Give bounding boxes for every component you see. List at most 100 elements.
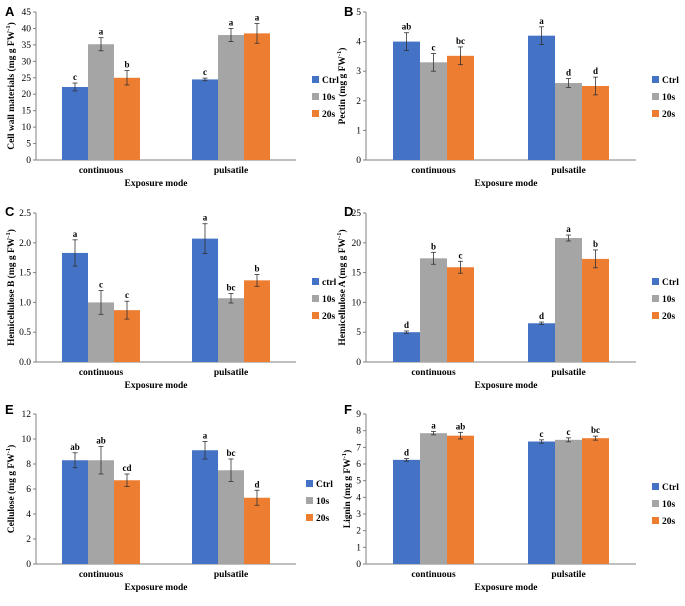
y-tick-label: 30	[22, 57, 32, 67]
bar-ctrl	[192, 238, 218, 362]
y-axis-title: Pectin (mg g FW-1)	[336, 48, 348, 125]
legend-label: ctrl	[322, 278, 337, 288]
y-axis-title: Lignin (mg g FW-1)	[341, 450, 353, 529]
legend-swatch	[312, 312, 319, 319]
legend-label: 10s	[662, 500, 676, 510]
bar-20s	[244, 280, 270, 362]
significance-label: a	[73, 229, 78, 239]
bar-20s	[114, 77, 140, 160]
y-tick-label: 0.0	[19, 358, 31, 368]
y-tick-label: 1.0	[19, 298, 31, 308]
y-tick-label: 0.5	[19, 328, 31, 338]
significance-label: d	[593, 66, 598, 76]
bar-ctrl	[393, 41, 420, 160]
bar-ctrl	[528, 441, 555, 564]
bar-20s	[447, 435, 474, 564]
category-label: continuous	[411, 368, 456, 378]
bar-10s	[88, 44, 114, 160]
panel-letter: B	[344, 4, 353, 19]
x-axis-title: Exposure mode	[125, 583, 188, 593]
y-tick-label: 4	[356, 493, 361, 503]
y-tick-label: 0	[26, 156, 31, 166]
legend-swatch	[306, 480, 313, 487]
y-tick-label: 3	[356, 510, 361, 520]
significance-label: c	[125, 290, 129, 300]
y-tick-label: 2	[356, 97, 361, 107]
category-label: pulsatile	[551, 570, 585, 580]
significance-label: b	[593, 239, 598, 249]
significance-label: b	[254, 263, 259, 273]
significance-label: c	[459, 250, 463, 260]
y-axis-title-sup: -1	[336, 233, 343, 238]
y-axis-title: Cell wall materials (mg g FW-1)	[5, 22, 17, 150]
legend-label: 20s	[322, 312, 336, 322]
panel-letter: A	[5, 4, 15, 19]
y-axis-title-end: )	[337, 48, 348, 51]
y-tick-label: 10	[22, 435, 32, 445]
y-axis-title-sup: -1	[336, 51, 343, 56]
bar-10s	[555, 83, 582, 160]
bar-ctrl	[192, 79, 218, 160]
bar-ctrl	[393, 459, 420, 564]
y-tick-label: 2.0	[19, 239, 31, 249]
bar-ctrl	[62, 252, 88, 362]
legend-swatch	[312, 93, 319, 100]
bar-ctrl	[528, 35, 555, 160]
y-tick-label: 10	[352, 298, 362, 308]
y-tick-label: 12	[22, 410, 32, 420]
bar-10s	[420, 433, 447, 564]
bar-20s	[244, 33, 270, 160]
category-label: pulsatile	[214, 570, 248, 580]
significance-label: ab	[456, 421, 466, 431]
legend-label: 20s	[662, 312, 676, 322]
bar-ctrl	[62, 86, 88, 160]
legend-label: 20s	[662, 110, 676, 120]
y-axis-title-sup: -1	[5, 232, 12, 237]
legend-swatch	[306, 514, 313, 521]
x-axis-title: Exposure mode	[475, 381, 538, 391]
y-tick-label: 9	[356, 410, 361, 420]
legend-label: 20s	[662, 517, 676, 527]
significance-label: ab	[402, 22, 412, 32]
y-tick-label: 25	[22, 74, 32, 84]
legend-label: 20s	[322, 110, 336, 120]
x-axis-title: Exposure mode	[125, 179, 188, 189]
y-tick-label: 25	[352, 209, 362, 219]
significance-label: a	[99, 27, 104, 37]
legend-swatch	[312, 110, 319, 117]
significance-label: c	[203, 67, 207, 77]
category-label: pulsatile	[214, 368, 248, 378]
significance-label: c	[540, 429, 544, 439]
y-tick-label: 7	[356, 443, 361, 453]
panel-c: C 0.0 0.5 1.0 1.5 2.0 2.5 continuous a c c pulsatil…	[5, 204, 337, 391]
significance-label: a	[566, 224, 571, 234]
legend-swatch	[652, 483, 659, 490]
y-tick-label: 0	[26, 560, 31, 570]
significance-label: c	[432, 42, 436, 52]
legend-swatch	[652, 93, 659, 100]
bar-20s	[244, 497, 270, 564]
legend-swatch	[652, 312, 659, 319]
y-tick-label: 5	[356, 328, 361, 338]
bar-20s	[582, 86, 609, 160]
y-axis-title-main: Cell wall materials (mg g FW	[6, 30, 17, 149]
bar-10s	[218, 35, 244, 161]
category-label: pulsatile	[551, 166, 585, 176]
y-tick-label: 0	[356, 560, 361, 570]
bar-ctrl	[192, 450, 218, 564]
significance-label: a	[203, 431, 208, 441]
x-axis-title: Exposure mode	[475, 179, 538, 189]
y-axis-title-end: )	[337, 229, 348, 232]
bar-20s	[447, 267, 474, 362]
y-tick-label: 5	[26, 140, 31, 150]
y-tick-label: 20	[352, 239, 362, 249]
significance-label: a	[539, 16, 544, 26]
significance-label: bc	[591, 425, 600, 435]
bar-20s	[447, 55, 474, 160]
legend-swatch	[652, 110, 659, 117]
significance-label: c	[73, 72, 77, 82]
category-label: continuous	[79, 570, 124, 580]
significance-label: d	[539, 311, 544, 321]
panel-f: F 0 1 2 3 4 5 6 7 8 9 continuous d a ab pulsatile c c bc Ex…	[341, 402, 679, 593]
bar-10s	[555, 238, 582, 362]
